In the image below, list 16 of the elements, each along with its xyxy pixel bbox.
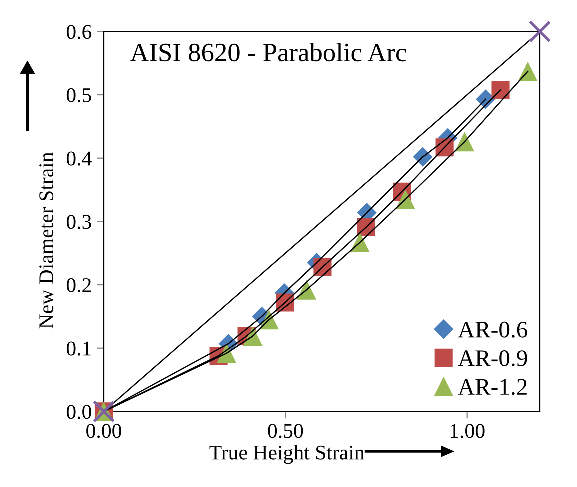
legend-label: AR-1.2 [458,379,527,396]
y-axis-title: New Diameter Strain [40,152,54,329]
y-tick-label: 0.5 [66,88,92,103]
y-tick-label: 0.3 [66,215,92,230]
y-tick-label: 0.1 [66,342,91,356]
x-tick-label: 1.00 [450,424,485,438]
y-tick-label: 0.6 [66,25,92,40]
x-tick-label: 0.00 [86,424,122,438]
x-axis-title: True Height Strain [210,445,365,464]
y-tick-label: 0.4 [66,152,92,166]
x-tick-label: 0.50 [268,424,304,438]
legend-label: AR-0.6 [458,322,528,338]
chart-title: AISI 8620 - Parabolic Arc [130,43,406,62]
legend-label: AR-0.9 [458,350,528,367]
y-tick-label: 0.0 [66,405,92,420]
y-tick-label: 0.2 [66,278,92,293]
